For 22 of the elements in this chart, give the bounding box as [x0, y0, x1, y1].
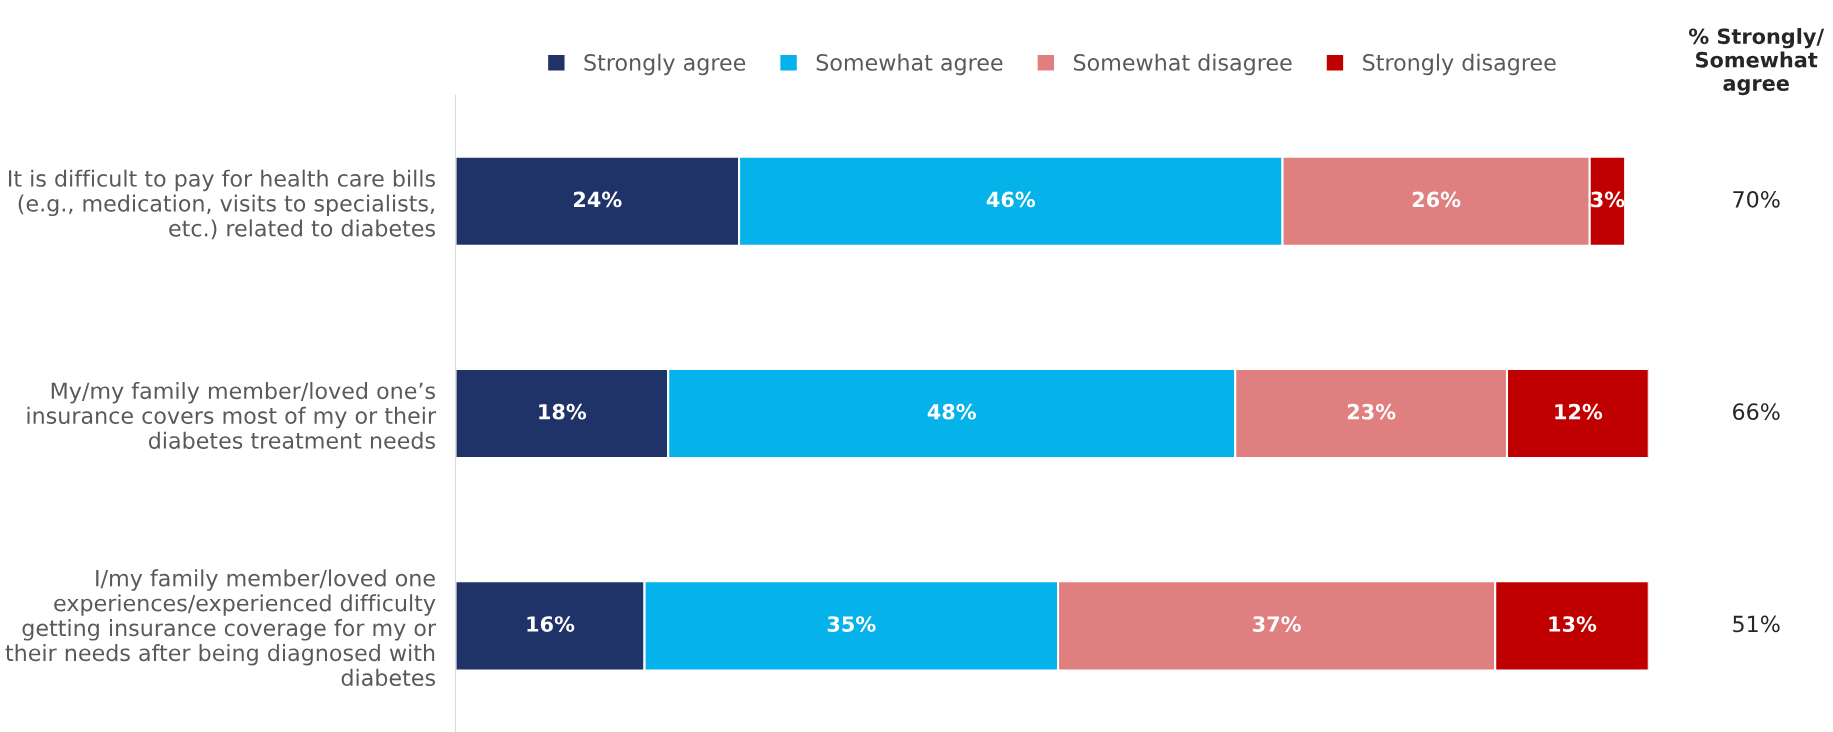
y-tick-label: It is difficult to pay for health care bills (e.g., medication, visits to specialists, etc.) related to diabetes [8, 169, 435, 240]
data-label: 16% [527, 616, 575, 632]
legend-label: Somewhat disagree [1073, 53, 1292, 76]
data-label: 18% [539, 403, 587, 420]
legend-label: Strongly disagree [1363, 53, 1556, 76]
legend-label: Somewhat agree [816, 53, 1003, 76]
legend-label: Strongly agree [584, 53, 746, 76]
data-label: 48% [927, 403, 976, 420]
data-label: 23% [1347, 403, 1396, 420]
text: 70% [1733, 190, 1780, 208]
data-label: 46% [986, 191, 1036, 208]
y-tick-label: My/my family member/loved one’s insurance covers most of my or their diabetes treatment needs [27, 381, 437, 449]
text: 66% [1733, 403, 1780, 421]
data-label: 24% [573, 191, 622, 208]
data-label: 26% [1412, 191, 1461, 208]
data-label: 37% [1253, 616, 1301, 632]
data-label: 35% [827, 616, 876, 632]
data-label: 12% [1555, 403, 1603, 420]
text: % Strongly/ Somewhat agree [1688, 28, 1825, 96]
y-tick-label: I/my family member/loved one experiences/experienced difficulty getting insurance coverage for my or their needs after being diagnosed with diabetes [5, 569, 437, 687]
data-label: 13% [1549, 616, 1597, 632]
text: 51% [1733, 615, 1780, 633]
